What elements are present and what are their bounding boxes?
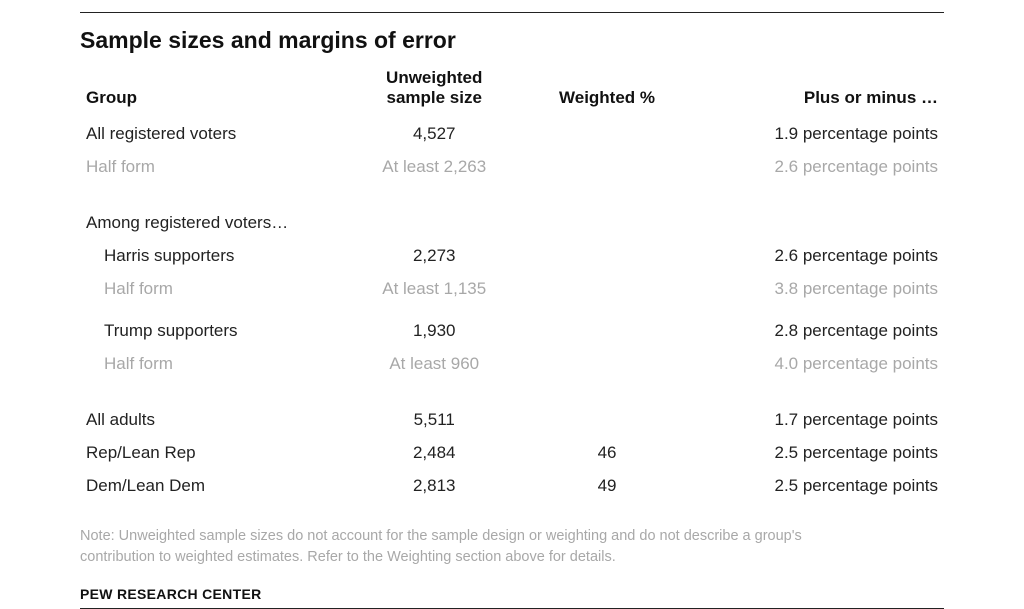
cell-moe: 2.5 percentage points	[685, 470, 944, 503]
cell-moe: 3.8 percentage points	[685, 273, 944, 306]
cell-weight	[529, 240, 685, 273]
cell-group: Half form	[80, 151, 339, 184]
top-rule	[80, 12, 944, 13]
table-row: All registered voters 4,527 1.9 percenta…	[80, 118, 944, 151]
section-header-row: Among registered voters…	[80, 183, 944, 240]
cell-weight: 46	[529, 437, 685, 470]
cell-group: All registered voters	[80, 118, 339, 151]
cell-weight	[529, 380, 685, 437]
cell-sample: At least 960	[339, 348, 529, 381]
cell-sample: 5,511	[339, 380, 529, 437]
cell-group: Half form	[80, 273, 339, 306]
table-row: Rep/Lean Rep 2,484 46 2.5 percentage poi…	[80, 437, 944, 470]
table-title: Sample sizes and margins of error	[80, 27, 944, 54]
col-group: Group	[80, 64, 339, 118]
report-table-container: Sample sizes and margins of error Group …	[0, 0, 1024, 609]
cell-sample: At least 2,263	[339, 151, 529, 184]
cell-group: Rep/Lean Rep	[80, 437, 339, 470]
attribution: PEW RESEARCH CENTER	[80, 586, 944, 609]
cell-weight	[529, 151, 685, 184]
section-label: Among registered voters…	[80, 183, 944, 240]
cell-moe: 1.9 percentage points	[685, 118, 944, 151]
cell-weight	[529, 348, 685, 381]
cell-moe: 2.6 percentage points	[685, 240, 944, 273]
cell-group: Harris supporters	[80, 240, 339, 273]
cell-sample: 2,273	[339, 240, 529, 273]
table-row: Half form At least 960 4.0 percentage po…	[80, 348, 944, 381]
cell-moe: 2.8 percentage points	[685, 305, 944, 348]
table-row: Dem/Lean Dem 2,813 49 2.5 percentage poi…	[80, 470, 944, 503]
cell-moe: 1.7 percentage points	[685, 380, 944, 437]
table-row: Harris supporters 2,273 2.6 percentage p…	[80, 240, 944, 273]
cell-weight	[529, 118, 685, 151]
cell-group: Trump supporters	[80, 305, 339, 348]
table-row: Trump supporters 1,930 2.8 percentage po…	[80, 305, 944, 348]
col-sample: Unweighted sample size	[339, 64, 529, 118]
table-row: Half form At least 1,135 3.8 percentage …	[80, 273, 944, 306]
cell-sample: At least 1,135	[339, 273, 529, 306]
cell-sample: 1,930	[339, 305, 529, 348]
table-note: Note: Unweighted sample sizes do not acc…	[80, 526, 860, 568]
sample-size-table: Group Unweighted sample size Weighted % …	[80, 64, 944, 502]
cell-moe: 2.5 percentage points	[685, 437, 944, 470]
table-row: All adults 5,511 1.7 percentage points	[80, 380, 944, 437]
cell-sample: 2,484	[339, 437, 529, 470]
cell-group: Dem/Lean Dem	[80, 470, 339, 503]
cell-group: All adults	[80, 380, 339, 437]
cell-weight	[529, 305, 685, 348]
cell-moe: 4.0 percentage points	[685, 348, 944, 381]
cell-moe: 2.6 percentage points	[685, 151, 944, 184]
cell-sample: 2,813	[339, 470, 529, 503]
table-header-row: Group Unweighted sample size Weighted % …	[80, 64, 944, 118]
col-weighted: Weighted %	[529, 64, 685, 118]
cell-weight	[529, 273, 685, 306]
cell-group: Half form	[80, 348, 339, 381]
cell-sample: 4,527	[339, 118, 529, 151]
table-row: Half form At least 2,263 2.6 percentage …	[80, 151, 944, 184]
col-moe: Plus or minus …	[685, 64, 944, 118]
cell-weight: 49	[529, 470, 685, 503]
